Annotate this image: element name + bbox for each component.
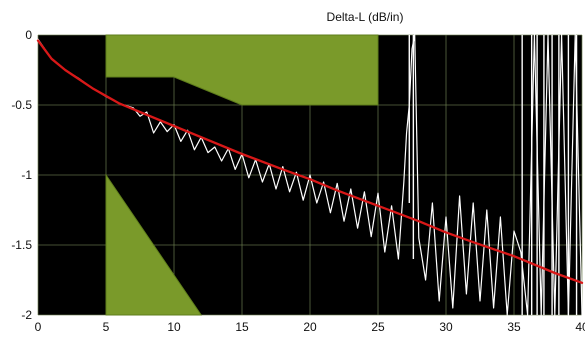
y-tick-label: -1.5 <box>11 238 32 252</box>
lower-limit-mask <box>105 173 203 316</box>
x-tick-label: 10 <box>167 320 181 334</box>
y-tick-label: 0 <box>25 28 32 42</box>
y-tick-label: -1 <box>21 168 32 182</box>
x-tick-label: 15 <box>235 320 249 334</box>
measured-line <box>37 34 583 316</box>
x-tick-label: 20 <box>303 320 317 334</box>
fit-line <box>36 39 584 284</box>
y-tick-label: -0.5 <box>11 98 32 112</box>
mask-regions <box>105 34 379 316</box>
y-tick-label: -2 <box>21 308 32 322</box>
x-tick-label: 0 <box>35 320 42 334</box>
x-tick-label: 5 <box>103 320 110 334</box>
x-tick-label: 40 <box>575 320 585 334</box>
x-tick-label: 35 <box>507 320 521 334</box>
tick-labels: 0 5 10 15 20 25 30 35 40 0 -0.5 -1 -1.5 -2 <box>11 28 585 334</box>
series-layer <box>36 34 584 316</box>
upper-limit-mask <box>105 34 379 106</box>
x-tick-label: 25 <box>371 320 385 334</box>
x-tick-label: 30 <box>439 320 453 334</box>
chart-title: Delta-L (dB/in) <box>327 10 404 24</box>
